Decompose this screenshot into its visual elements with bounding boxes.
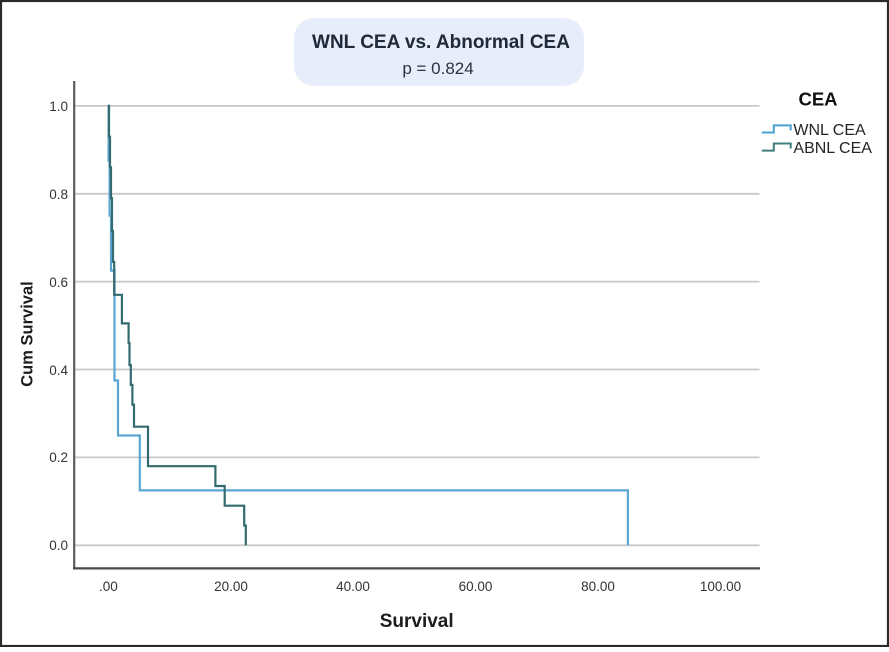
svg-text:40.00: 40.00: [336, 579, 370, 594]
svg-text:0.0: 0.0: [49, 538, 68, 553]
svg-text:1.0: 1.0: [49, 99, 68, 114]
svg-text:p = 0.824: p = 0.824: [402, 59, 473, 78]
svg-text:0.8: 0.8: [49, 187, 68, 202]
svg-text:80.00: 80.00: [581, 579, 615, 594]
svg-text:WNL CEA: WNL CEA: [793, 122, 866, 139]
svg-text:ABNL CEA: ABNL CEA: [793, 140, 872, 157]
svg-text:0.4: 0.4: [49, 363, 68, 378]
svg-text:0.2: 0.2: [49, 450, 68, 465]
svg-text:Cum Survival: Cum Survival: [19, 281, 37, 386]
svg-text:WNL CEA vs. Abnormal CEA: WNL CEA vs. Abnormal CEA: [312, 32, 570, 53]
svg-text:0.6: 0.6: [49, 275, 68, 290]
svg-text:Survival: Survival: [380, 611, 454, 632]
svg-text:.00: .00: [99, 579, 118, 594]
svg-text:100.00: 100.00: [700, 579, 741, 594]
svg-text:CEA: CEA: [798, 89, 837, 110]
svg-text:60.00: 60.00: [459, 579, 493, 594]
svg-text:20.00: 20.00: [214, 579, 248, 594]
